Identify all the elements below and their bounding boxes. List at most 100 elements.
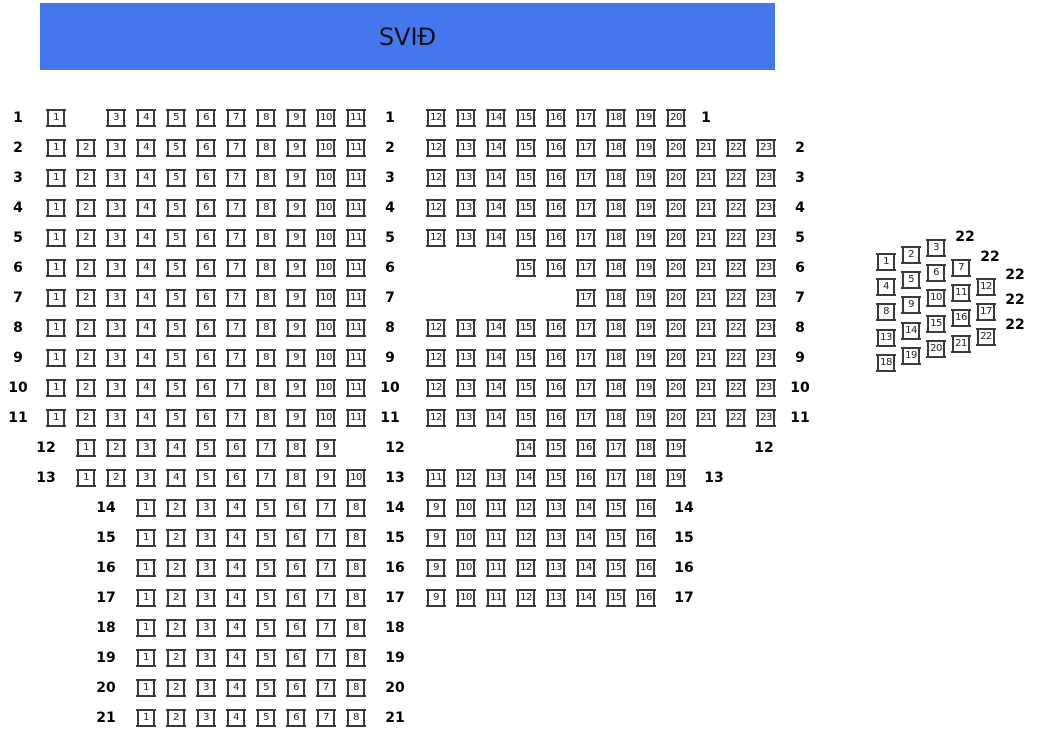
side-seat-16[interactable]: 16	[951, 309, 971, 328]
seat-row-4-14[interactable]: 14	[486, 199, 506, 217]
seat-row-5-21[interactable]: 21	[696, 229, 716, 247]
seat-row-2-10[interactable]: 10	[316, 139, 336, 157]
seat-row-9-20[interactable]: 20	[666, 349, 686, 367]
seat-row-1-15[interactable]: 15	[516, 109, 536, 127]
seat-row-5-5[interactable]: 5	[166, 229, 186, 247]
seat-row-13-18[interactable]: 18	[636, 469, 656, 487]
seat-row-7-7[interactable]: 7	[226, 289, 246, 307]
seat-row-21-5[interactable]: 5	[256, 709, 276, 727]
seat-row-14-13[interactable]: 13	[546, 499, 566, 517]
seat-row-1-1[interactable]: 1	[46, 109, 66, 127]
seat-row-5-22[interactable]: 22	[726, 229, 746, 247]
seat-row-3-13[interactable]: 13	[456, 169, 476, 187]
seat-row-1-19[interactable]: 19	[636, 109, 656, 127]
seat-row-1-6[interactable]: 6	[196, 109, 216, 127]
seat-row-3-12[interactable]: 12	[426, 169, 446, 187]
seat-row-2-20[interactable]: 20	[666, 139, 686, 157]
seat-row-3-15[interactable]: 15	[516, 169, 536, 187]
side-seat-14[interactable]: 14	[901, 321, 921, 340]
seat-row-2-18[interactable]: 18	[606, 139, 626, 157]
seat-row-3-14[interactable]: 14	[486, 169, 506, 187]
seat-row-6-7[interactable]: 7	[226, 259, 246, 277]
seat-row-16-8[interactable]: 8	[346, 559, 366, 577]
seat-row-10-17[interactable]: 17	[576, 379, 596, 397]
seat-row-6-22[interactable]: 22	[726, 259, 746, 277]
seat-row-5-3[interactable]: 3	[106, 229, 126, 247]
seat-row-5-19[interactable]: 19	[636, 229, 656, 247]
seat-row-15-1[interactable]: 1	[136, 529, 156, 547]
seat-row-1-10[interactable]: 10	[316, 109, 336, 127]
seat-row-15-5[interactable]: 5	[256, 529, 276, 547]
seat-row-13-14[interactable]: 14	[516, 469, 536, 487]
seat-row-17-6[interactable]: 6	[286, 589, 306, 607]
seat-row-7-19[interactable]: 19	[636, 289, 656, 307]
seat-row-5-11[interactable]: 11	[346, 229, 366, 247]
seat-row-10-5[interactable]: 5	[166, 379, 186, 397]
seat-row-13-9[interactable]: 9	[316, 469, 336, 487]
seat-row-1-18[interactable]: 18	[606, 109, 626, 127]
seat-row-7-22[interactable]: 22	[726, 289, 746, 307]
seat-row-3-9[interactable]: 9	[286, 169, 306, 187]
seat-row-6-1[interactable]: 1	[46, 259, 66, 277]
seat-row-12-4[interactable]: 4	[166, 439, 186, 457]
seat-row-1-4[interactable]: 4	[136, 109, 156, 127]
seat-row-4-21[interactable]: 21	[696, 199, 716, 217]
seat-row-4-18[interactable]: 18	[606, 199, 626, 217]
seat-row-2-17[interactable]: 17	[576, 139, 596, 157]
seat-row-7-6[interactable]: 6	[196, 289, 216, 307]
seat-row-12-5[interactable]: 5	[196, 439, 216, 457]
seat-row-21-2[interactable]: 2	[166, 709, 186, 727]
seat-row-8-20[interactable]: 20	[666, 319, 686, 337]
seat-row-7-17[interactable]: 17	[576, 289, 596, 307]
seat-row-10-15[interactable]: 15	[516, 379, 536, 397]
seat-row-16-12[interactable]: 12	[516, 559, 536, 577]
seat-row-21-1[interactable]: 1	[136, 709, 156, 727]
seat-row-14-7[interactable]: 7	[316, 499, 336, 517]
seat-row-11-3[interactable]: 3	[106, 409, 126, 427]
seat-row-6-18[interactable]: 18	[606, 259, 626, 277]
side-seat-1[interactable]: 1	[876, 253, 896, 271]
seat-row-20-7[interactable]: 7	[316, 679, 336, 697]
seat-row-11-23[interactable]: 23	[756, 409, 776, 427]
seat-row-7-18[interactable]: 18	[606, 289, 626, 307]
side-seat-5[interactable]: 5	[901, 271, 921, 290]
seat-row-15-2[interactable]: 2	[166, 529, 186, 547]
seat-row-10-16[interactable]: 16	[546, 379, 566, 397]
seat-row-13-8[interactable]: 8	[286, 469, 306, 487]
seat-row-2-7[interactable]: 7	[226, 139, 246, 157]
seat-row-2-5[interactable]: 5	[166, 139, 186, 157]
seat-row-5-2[interactable]: 2	[76, 229, 96, 247]
seat-row-2-12[interactable]: 12	[426, 139, 446, 157]
seat-row-8-6[interactable]: 6	[196, 319, 216, 337]
seat-row-14-12[interactable]: 12	[516, 499, 536, 517]
seat-row-5-9[interactable]: 9	[286, 229, 306, 247]
side-seat-4[interactable]: 4	[876, 278, 896, 297]
seat-row-17-8[interactable]: 8	[346, 589, 366, 607]
seat-row-16-11[interactable]: 11	[486, 559, 506, 577]
seat-row-4-1[interactable]: 1	[46, 199, 66, 217]
seat-row-20-5[interactable]: 5	[256, 679, 276, 697]
seat-row-18-6[interactable]: 6	[286, 619, 306, 637]
seat-row-8-23[interactable]: 23	[756, 319, 776, 337]
seat-row-11-6[interactable]: 6	[196, 409, 216, 427]
seat-row-11-18[interactable]: 18	[606, 409, 626, 427]
seat-row-8-22[interactable]: 22	[726, 319, 746, 337]
seat-row-2-8[interactable]: 8	[256, 139, 276, 157]
seat-row-3-1[interactable]: 1	[46, 169, 66, 187]
seat-row-14-6[interactable]: 6	[286, 499, 306, 517]
seat-row-9-11[interactable]: 11	[346, 349, 366, 367]
seat-row-8-8[interactable]: 8	[256, 319, 276, 337]
seat-row-14-15[interactable]: 15	[606, 499, 626, 517]
seat-row-13-12[interactable]: 12	[456, 469, 476, 487]
seat-row-3-16[interactable]: 16	[546, 169, 566, 187]
seat-row-20-6[interactable]: 6	[286, 679, 306, 697]
seat-row-4-8[interactable]: 8	[256, 199, 276, 217]
seat-row-5-15[interactable]: 15	[516, 229, 536, 247]
seat-row-4-23[interactable]: 23	[756, 199, 776, 217]
side-seat-12[interactable]: 12	[976, 278, 996, 296]
seat-row-12-2[interactable]: 2	[106, 439, 126, 457]
seat-row-9-7[interactable]: 7	[226, 349, 246, 367]
seat-row-3-10[interactable]: 10	[316, 169, 336, 187]
seat-row-6-6[interactable]: 6	[196, 259, 216, 277]
seat-row-19-8[interactable]: 8	[346, 649, 366, 667]
